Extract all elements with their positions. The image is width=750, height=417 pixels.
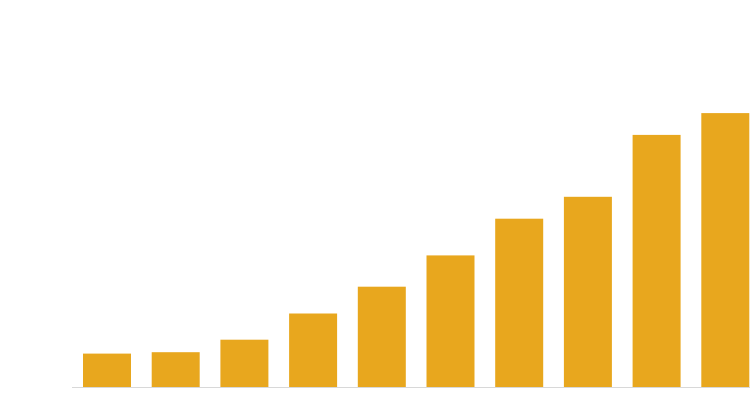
bar-1 <box>83 353 131 387</box>
bar-3 <box>220 339 269 387</box>
bar-7 <box>495 218 544 387</box>
bar-5 <box>357 286 406 387</box>
bar-9 <box>632 134 681 387</box>
bar-8 <box>563 196 612 387</box>
bar-6 <box>426 255 475 387</box>
bar-10 <box>701 113 750 387</box>
bar-4 <box>289 313 338 387</box>
bars-group <box>83 113 750 387</box>
bar-2 <box>151 352 200 387</box>
